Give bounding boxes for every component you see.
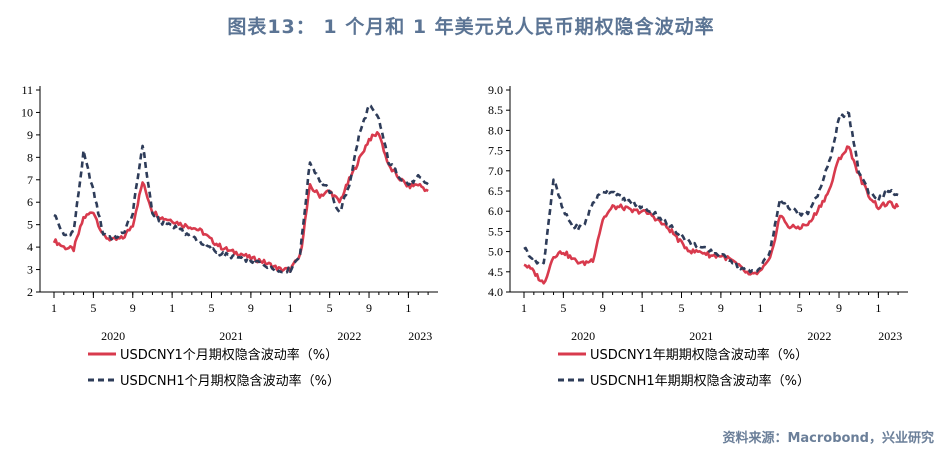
year-label: 2021 bbox=[689, 329, 713, 343]
y-tick-label: 9.0 bbox=[488, 83, 503, 97]
series-line-cnh bbox=[523, 111, 899, 274]
year-label: 2020 bbox=[571, 329, 595, 343]
y-tick-label: 3 bbox=[27, 263, 33, 277]
figure-title: 图表13： 1 个月和 1 年美元兑人民币期权隐含波动率 bbox=[227, 16, 715, 38]
y-tick-label: 8.0 bbox=[488, 123, 503, 137]
y-tick-label: 8 bbox=[27, 150, 33, 164]
x-tick-label: 5 bbox=[560, 301, 566, 315]
x-tick-label: 5 bbox=[209, 301, 215, 315]
x-tick-label: 1 bbox=[875, 301, 881, 315]
year-label: 2022 bbox=[337, 329, 361, 343]
x-tick-label: 1 bbox=[169, 301, 175, 315]
y-tick-label: 6.0 bbox=[488, 204, 503, 218]
series-line-cny bbox=[52, 130, 429, 273]
x-tick-label: 1 bbox=[521, 301, 527, 315]
x-tick-label: 1 bbox=[287, 301, 293, 315]
x-tick-label: 9 bbox=[718, 301, 724, 315]
year-label: 2022 bbox=[807, 329, 831, 343]
x-tick-label: 9 bbox=[600, 301, 606, 315]
source-note: 资料来源：Macrobond，兴业研究 bbox=[722, 431, 934, 446]
y-tick-label: 5 bbox=[27, 218, 33, 232]
year-label: 2023 bbox=[408, 329, 432, 343]
year-label: 2023 bbox=[878, 329, 902, 343]
x-tick-label: 9 bbox=[366, 301, 372, 315]
y-tick-label: 2 bbox=[27, 285, 33, 299]
year-label: 2021 bbox=[219, 329, 243, 343]
y-tick-label: 7.5 bbox=[488, 144, 503, 158]
y-tick-label: 10 bbox=[21, 105, 33, 119]
y-tick-label: 7 bbox=[27, 173, 33, 187]
series-line-cnh bbox=[53, 103, 429, 275]
y-tick-label: 6.5 bbox=[488, 184, 503, 198]
x-tick-label: 9 bbox=[248, 301, 254, 315]
x-tick-label: 9 bbox=[130, 301, 136, 315]
legend-label-cny: USDCNY1个月期权隐含波动率（%） bbox=[120, 347, 338, 363]
x-tick-label: 1 bbox=[639, 301, 645, 315]
y-tick-label: 4.5 bbox=[488, 265, 503, 279]
legend-label-cnh: USDCNH1年期期权隐含波动率（%） bbox=[590, 373, 810, 389]
x-tick-label: 5 bbox=[327, 301, 333, 315]
y-tick-label: 5.0 bbox=[488, 245, 503, 259]
x-tick-label: 5 bbox=[90, 301, 96, 315]
y-tick-label: 5.5 bbox=[488, 224, 503, 238]
x-tick-label: 1 bbox=[757, 301, 763, 315]
y-tick-label: 7.0 bbox=[488, 164, 503, 178]
chart-1y-implied-vol: 4.0 4.5 5.0 5.5 6.0 6.5 7.0 7.5 8.0 8.5 9.0 1 5 9 1 5 9 1… bbox=[488, 83, 908, 389]
year-label: 2020 bbox=[101, 329, 125, 343]
y-tick-label: 8.5 bbox=[488, 103, 503, 117]
x-tick-label: 5 bbox=[797, 301, 803, 315]
y-tick-label: 4 bbox=[27, 240, 33, 254]
y-tick-label: 11 bbox=[21, 83, 33, 97]
y-tick-label: 9 bbox=[27, 128, 33, 142]
legend-label-cny: USDCNY1年期期权隐含波动率（%） bbox=[590, 347, 808, 363]
x-tick-label: 1 bbox=[405, 301, 411, 315]
y-tick-label: 4.0 bbox=[488, 285, 503, 299]
x-tick-label: 5 bbox=[679, 301, 685, 315]
x-tick-label: 9 bbox=[836, 301, 842, 315]
y-tick-label: 6 bbox=[27, 195, 33, 209]
series-line-cny bbox=[523, 145, 900, 285]
legend-label-cnh: USDCNH1个月期权隐含波动率（%） bbox=[120, 373, 340, 389]
x-tick-label: 1 bbox=[51, 301, 57, 315]
